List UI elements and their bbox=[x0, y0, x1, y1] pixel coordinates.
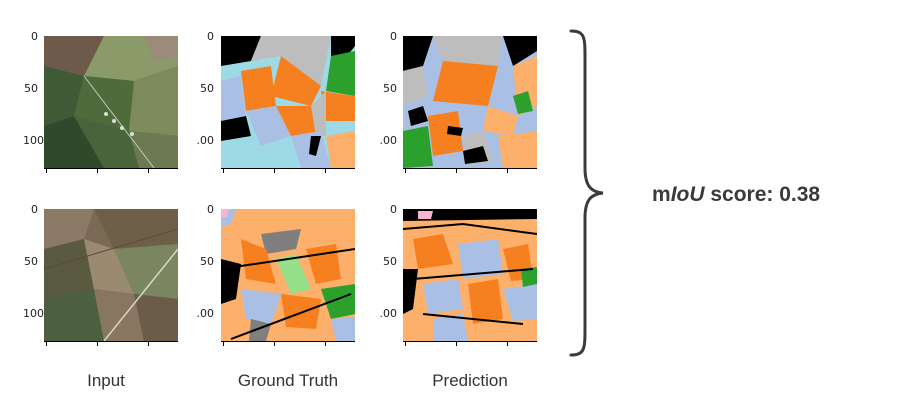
y-tick-label: 100 bbox=[23, 134, 44, 147]
x-tick bbox=[325, 169, 326, 173]
x-tick bbox=[223, 169, 224, 173]
x-tick bbox=[97, 169, 98, 173]
score-prefix: m bbox=[652, 183, 671, 206]
satellite-image bbox=[44, 209, 178, 341]
x-axis bbox=[44, 168, 178, 169]
x-tick bbox=[223, 342, 224, 346]
y-tick-label: 0 bbox=[31, 30, 38, 43]
y-tick-label: 50 bbox=[24, 255, 38, 268]
right-curly-brace-icon bbox=[569, 29, 604, 357]
score-suffix: score: bbox=[704, 183, 774, 206]
score-metric: IoU bbox=[670, 183, 705, 206]
x-tick bbox=[46, 342, 47, 346]
ground-truth-mask bbox=[221, 36, 355, 168]
ground-truth-mask bbox=[221, 209, 355, 341]
x-tick bbox=[46, 169, 47, 173]
y-tick-label: 0 bbox=[31, 203, 38, 216]
x-axis bbox=[221, 341, 355, 342]
x-tick bbox=[148, 169, 149, 173]
y-tick-label: 100 bbox=[23, 307, 44, 320]
miou-score: mIoU score: 0.38 bbox=[652, 183, 906, 207]
prediction-mask bbox=[403, 36, 537, 168]
y-tick-label: 0 bbox=[207, 203, 214, 216]
column-caption-prediction: Prediction bbox=[432, 371, 508, 390]
x-tick bbox=[97, 342, 98, 346]
x-tick bbox=[274, 169, 275, 173]
column-caption-ground-truth: Ground Truth bbox=[237, 371, 339, 390]
y-tick-label: 50 bbox=[200, 255, 214, 268]
x-axis bbox=[44, 341, 178, 342]
x-tick bbox=[507, 169, 508, 173]
x-tick bbox=[274, 342, 275, 346]
y-tick-label: .00 bbox=[196, 134, 215, 147]
satellite-image bbox=[44, 36, 178, 168]
prediction-mask bbox=[403, 209, 537, 341]
score-value: 0.38 bbox=[779, 183, 821, 206]
x-tick bbox=[325, 342, 326, 346]
x-tick bbox=[456, 342, 457, 346]
column-caption-input: Input bbox=[87, 371, 125, 390]
x-tick bbox=[456, 169, 457, 173]
x-tick bbox=[405, 169, 406, 173]
x-axis bbox=[221, 168, 355, 169]
y-tick-label: 50 bbox=[24, 82, 38, 95]
x-tick bbox=[405, 342, 406, 346]
x-axis bbox=[403, 341, 537, 342]
y-tick-label: 50 bbox=[383, 255, 397, 268]
y-tick-label: 0 bbox=[390, 30, 397, 43]
y-tick-label: .00 bbox=[379, 307, 398, 320]
x-axis bbox=[403, 168, 537, 169]
x-tick bbox=[148, 342, 149, 346]
y-tick-label: 50 bbox=[200, 82, 214, 95]
y-tick-label: 0 bbox=[390, 203, 397, 216]
y-tick-label: 0 bbox=[207, 30, 214, 43]
x-tick bbox=[507, 342, 508, 346]
y-tick-label: .00 bbox=[196, 307, 215, 320]
y-tick-label: 50 bbox=[383, 82, 397, 95]
y-tick-label: .00 bbox=[379, 134, 398, 147]
